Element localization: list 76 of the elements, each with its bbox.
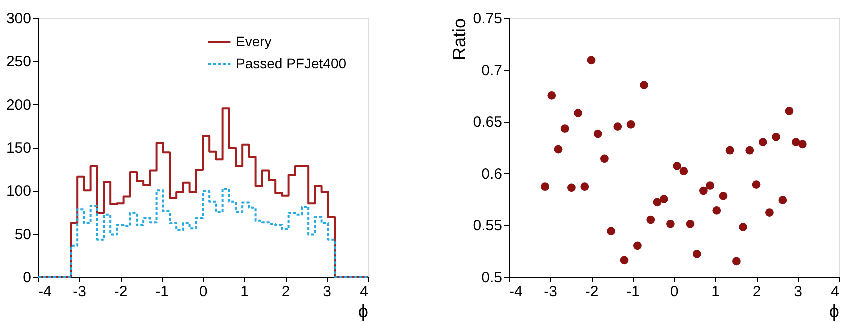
y-tick-label: 0.55 bbox=[473, 218, 502, 235]
x-axis-title: ϕ bbox=[358, 302, 368, 322]
legend-label: Every bbox=[236, 34, 272, 50]
x-tick-label: 1 bbox=[240, 284, 249, 300]
point bbox=[686, 220, 695, 228]
point bbox=[634, 242, 642, 250]
point bbox=[626, 120, 636, 129]
y-tick-label: 200 bbox=[6, 96, 32, 114]
point bbox=[640, 81, 648, 90]
x-tick-label: -3 bbox=[73, 284, 86, 300]
point bbox=[560, 124, 570, 134]
x-tick-label: -1 bbox=[626, 284, 640, 300]
point bbox=[660, 195, 668, 204]
point bbox=[607, 227, 616, 236]
point bbox=[766, 208, 774, 217]
y-tick-label: 0 bbox=[23, 270, 32, 286]
point bbox=[726, 146, 734, 155]
x-tick-label: -4 bbox=[38, 284, 52, 300]
point bbox=[548, 92, 556, 100]
point bbox=[587, 56, 596, 65]
x-tick-label: -2 bbox=[585, 284, 599, 300]
point bbox=[692, 250, 702, 258]
point bbox=[785, 107, 794, 116]
point bbox=[614, 122, 622, 131]
x-tick-label: -2 bbox=[114, 284, 128, 300]
x-tick-label: 3 bbox=[794, 284, 802, 300]
point bbox=[680, 167, 688, 176]
point bbox=[574, 109, 582, 118]
y-tick-label: 0.65 bbox=[473, 114, 502, 132]
point bbox=[712, 206, 722, 215]
point bbox=[798, 140, 807, 149]
x-axis-title: ϕ bbox=[829, 302, 840, 322]
x-tick-label: 4 bbox=[831, 284, 840, 300]
x-tick-label: 2 bbox=[752, 284, 762, 300]
x-tick-label: 0 bbox=[199, 284, 208, 300]
point bbox=[752, 180, 761, 189]
point bbox=[646, 216, 656, 224]
x-tick-label: 0 bbox=[670, 284, 679, 300]
point bbox=[719, 192, 728, 200]
legend-label: Passed PFJet400 bbox=[236, 56, 347, 72]
y-tick-label: 300 bbox=[6, 10, 32, 28]
point bbox=[653, 198, 662, 207]
x-tick-label: 1 bbox=[712, 284, 720, 300]
y-tick-label: 0.75 bbox=[473, 10, 502, 28]
point bbox=[700, 186, 708, 196]
x-tick-label: 2 bbox=[282, 284, 290, 300]
y-tick-label: 0.6 bbox=[482, 166, 502, 183]
point bbox=[594, 130, 602, 138]
point bbox=[746, 146, 754, 155]
point bbox=[772, 132, 780, 142]
point bbox=[792, 138, 800, 146]
y-tick-label: 150 bbox=[6, 140, 32, 157]
x-tick-label: -3 bbox=[544, 284, 558, 300]
y-tick-label: 0.5 bbox=[482, 270, 502, 286]
point bbox=[541, 182, 550, 192]
point bbox=[758, 138, 768, 146]
point bbox=[600, 154, 609, 164]
point bbox=[666, 220, 675, 228]
point bbox=[732, 257, 741, 266]
x-tick-label: -1 bbox=[156, 284, 169, 300]
point bbox=[554, 145, 563, 154]
point bbox=[673, 162, 682, 170]
point bbox=[739, 223, 748, 232]
y-tick-label: 0.7 bbox=[482, 62, 502, 80]
point bbox=[706, 182, 714, 190]
x-tick-label: 4 bbox=[360, 284, 368, 300]
y-tick-label: 100 bbox=[6, 183, 32, 200]
y-tick-label: 250 bbox=[6, 54, 32, 71]
point bbox=[778, 196, 788, 205]
y-axis-title: Ratio bbox=[449, 18, 470, 61]
point bbox=[568, 184, 576, 192]
x-tick-label: -4 bbox=[510, 284, 523, 300]
x-tick-label: 3 bbox=[323, 284, 332, 300]
point bbox=[620, 256, 629, 265]
point bbox=[580, 182, 590, 192]
y-tick-label: 50 bbox=[14, 226, 32, 244]
